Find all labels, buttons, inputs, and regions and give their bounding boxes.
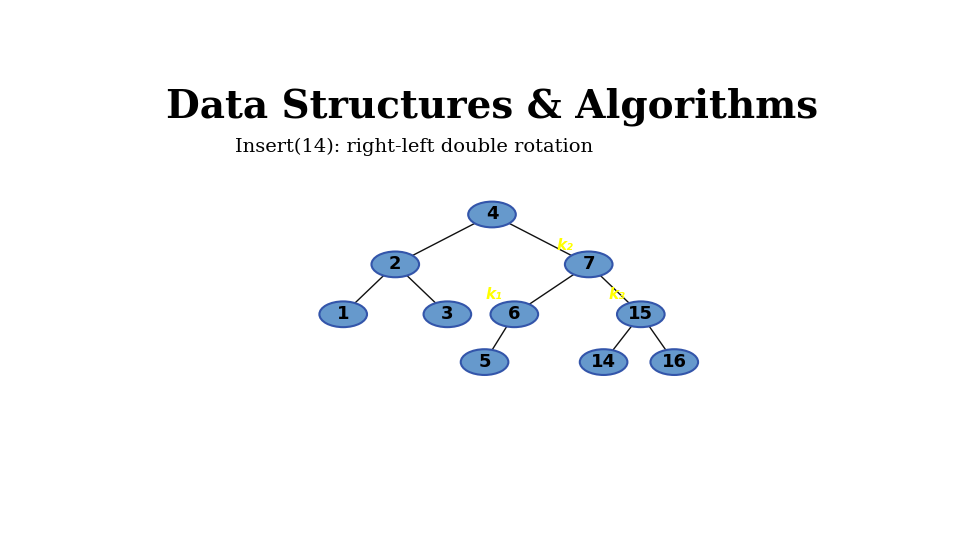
Text: Insert(14): right-left double rotation: Insert(14): right-left double rotation [235, 138, 593, 156]
Text: 16: 16 [661, 353, 686, 371]
Ellipse shape [491, 301, 539, 327]
Ellipse shape [617, 301, 664, 327]
Ellipse shape [564, 252, 612, 277]
Text: 2: 2 [389, 255, 401, 273]
Text: 3: 3 [441, 305, 454, 323]
Text: k₁: k₁ [486, 287, 503, 302]
Text: 5: 5 [478, 353, 491, 371]
Ellipse shape [468, 201, 516, 227]
Ellipse shape [372, 252, 420, 277]
Text: 6: 6 [508, 305, 520, 323]
Ellipse shape [461, 349, 509, 375]
Ellipse shape [651, 349, 698, 375]
Text: k₂: k₂ [557, 238, 573, 253]
Text: 15: 15 [628, 305, 654, 323]
Ellipse shape [580, 349, 628, 375]
Ellipse shape [320, 301, 367, 327]
Text: 7: 7 [583, 255, 595, 273]
Text: k₃: k₃ [609, 287, 625, 302]
Text: Data Structures & Algorithms: Data Structures & Algorithms [166, 87, 818, 126]
Text: 14: 14 [591, 353, 616, 371]
Text: 4: 4 [486, 206, 498, 224]
Ellipse shape [423, 301, 471, 327]
Text: 1: 1 [337, 305, 349, 323]
